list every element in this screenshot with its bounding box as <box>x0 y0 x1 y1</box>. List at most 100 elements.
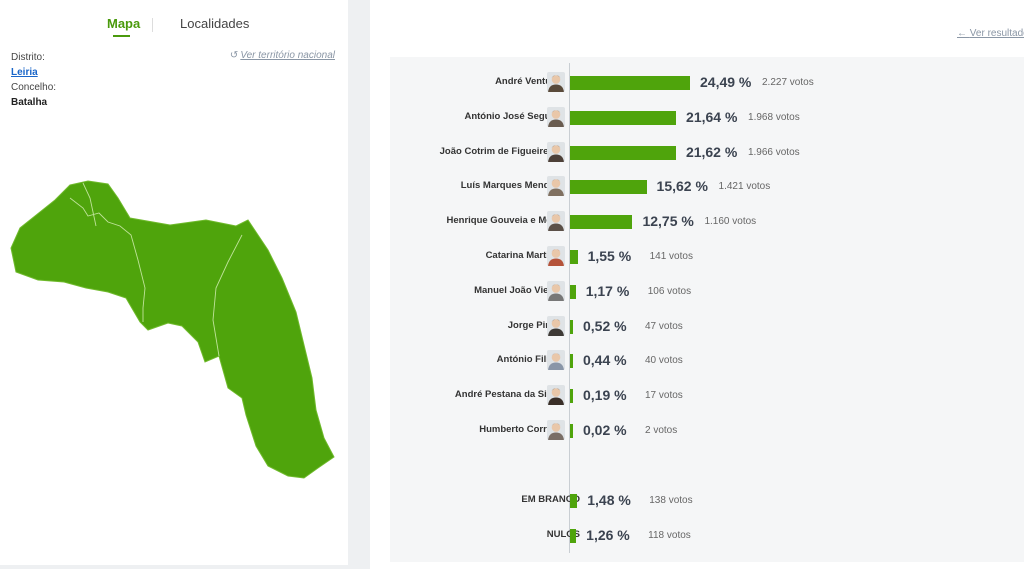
vote-percent: 1,48 % <box>587 492 631 508</box>
location-info: Distrito: Leiria Concelho: Batalha <box>11 50 56 110</box>
tab-map-label: Mapa <box>107 16 141 31</box>
vote-bar <box>570 110 677 125</box>
vote-percent: 0,19 % <box>583 387 627 404</box>
vote-count: 40 votos <box>645 355 683 367</box>
candidate-row: João Cotrim de Figueiredo 21,62 % 1.966 vo… <box>390 141 1024 165</box>
candidate-avatar <box>547 420 565 440</box>
vote-count: 1.421 votos <box>718 181 771 193</box>
candidate-row: António José Seguro 21,64 % 1.968 votos <box>390 106 1024 130</box>
view-results-link[interactable]: ← Ver resultados <box>957 28 1024 39</box>
candidate-row: António Filipe 0,44 % 40 votos <box>390 349 1024 373</box>
candidate-name: Luís Marques Mendes <box>460 180 560 192</box>
active-tab-underline <box>113 35 130 37</box>
candidate-name: André Ventura <box>495 76 560 87</box>
candidate-name: Catarina Martins <box>485 250 560 261</box>
candidate-name: EM BRANCO <box>521 494 580 505</box>
tab-localities[interactable]: Localidades <box>180 16 249 31</box>
tab-separator <box>152 18 153 32</box>
vote-count: 1.160 votos <box>704 216 757 228</box>
results-panel: ← Ver resultados André Ventura 24,49 % 2.2… <box>370 0 1024 569</box>
candidate-avatar <box>547 106 565 127</box>
candidate-row: Catarina Martins 1,55 % 141 votos <box>390 245 1024 269</box>
vote-count: 1.968 votos <box>748 111 800 123</box>
vote-bar <box>570 354 573 369</box>
candidate-name: André Pestana da Silva <box>454 389 560 401</box>
chart-axis <box>569 63 570 553</box>
national-territory-link[interactable]: ↺ Ver território nacional <box>230 50 335 61</box>
candidate-avatar <box>547 315 565 336</box>
vote-bar <box>570 319 573 334</box>
vote-percent: 0,52 % <box>583 317 627 334</box>
council-value: Batalha <box>11 97 48 108</box>
vote-bar <box>570 494 578 508</box>
vote-percent: 15,62 % <box>656 178 708 195</box>
vote-bar <box>570 76 690 90</box>
candidate-name: Humberto Correia <box>479 424 560 435</box>
vote-bar <box>570 180 647 195</box>
vote-count: 138 votos <box>649 495 693 506</box>
map-panel: Mapa Localidades Distrito: Leiria Concel… <box>0 0 348 565</box>
vote-bar <box>570 250 578 264</box>
vote-count: 47 votos <box>645 320 683 332</box>
candidate-avatar <box>547 176 565 197</box>
candidate-name: Jorge Pinto <box>507 319 560 331</box>
vote-count: 2 votos <box>645 425 678 436</box>
vote-percent: 21,64 % <box>686 108 738 125</box>
vote-bar <box>570 529 577 543</box>
candidate-row: EM BRANCO 1,48 % 138 votos <box>390 489 1024 513</box>
vote-percent: 0,44 % <box>583 352 627 369</box>
candidate-row: Luís Marques Mendes 15,62 % 1.421 votos <box>390 175 1024 199</box>
vote-percent: 1,17 % <box>585 282 630 299</box>
candidate-row: Henrique Gouveia e Melo 12,75 % 1.160 voto… <box>390 210 1024 234</box>
map-region <box>10 180 335 479</box>
tab-map[interactable]: Mapa <box>107 16 141 37</box>
candidate-name: Manuel João Vieira <box>474 284 560 296</box>
candidate-name: António Filipe <box>496 354 560 366</box>
vote-count: 106 votos <box>647 285 692 297</box>
vote-percent: 0,02 % <box>583 422 627 438</box>
results-chart: André Ventura 24,49 % 2.227 votos António J… <box>390 57 1024 562</box>
tab-localities-label: Localidades <box>180 16 250 31</box>
candidate-row: Humberto Correia 0,02 % 2 votos <box>390 419 1024 443</box>
candidate-row: NULOS 1,26 % 118 votos <box>390 524 1024 548</box>
vote-bar <box>570 389 573 404</box>
candidate-name: NULOS <box>546 529 580 540</box>
arrow-left-icon: ← <box>957 28 967 39</box>
candidate-avatar <box>547 246 565 266</box>
candidate-avatar <box>547 141 565 162</box>
candidate-name: João Cotrim de Figueiredo <box>439 145 560 157</box>
candidate-avatar <box>547 72 565 92</box>
vote-bar <box>570 215 633 230</box>
candidate-row: André Pestana da Silva 0,19 % 17 votos <box>390 384 1024 408</box>
vote-percent: 12,75 % <box>642 213 694 230</box>
map-parish-boundary <box>69 197 146 322</box>
vote-bar <box>570 284 576 299</box>
candidate-avatar <box>547 350 565 371</box>
vote-percent: 21,62 % <box>685 143 738 160</box>
vote-count: 17 votos <box>645 390 683 402</box>
candidate-avatar <box>547 385 565 406</box>
vote-percent: 24,49 % <box>700 74 752 90</box>
candidate-row: André Ventura 24,49 % 2.227 votos <box>390 71 1024 95</box>
vote-bar <box>570 145 676 160</box>
council-label: Concelho: <box>11 82 57 93</box>
view-results-label: Ver resultados <box>969 28 1024 39</box>
candidate-name: Henrique Gouveia e Melo <box>446 215 561 227</box>
candidate-name: António José Seguro <box>464 110 560 122</box>
candidate-avatar <box>547 280 565 301</box>
national-link-label: Ver território nacional <box>240 50 335 61</box>
candidate-row: Manuel João Vieira 1,17 % 106 votos <box>390 280 1024 304</box>
vote-bar <box>570 424 573 438</box>
view-tabs: Mapa Localidades <box>0 16 348 46</box>
undo-icon: ↺ <box>229 50 239 61</box>
vote-percent: 1,26 % <box>586 527 630 543</box>
district-link[interactable]: Leiria <box>11 67 38 78</box>
council-map[interactable] <box>0 170 348 490</box>
candidate-avatar <box>547 211 565 232</box>
vote-count: 118 votos <box>648 530 691 541</box>
vote-count: 2.227 votos <box>762 77 814 88</box>
map-parish-boundary <box>212 234 243 357</box>
vote-percent: 1,55 % <box>587 248 632 264</box>
vote-count: 1.966 votos <box>747 146 800 158</box>
candidate-row: Jorge Pinto 0,52 % 47 votos <box>390 315 1024 339</box>
